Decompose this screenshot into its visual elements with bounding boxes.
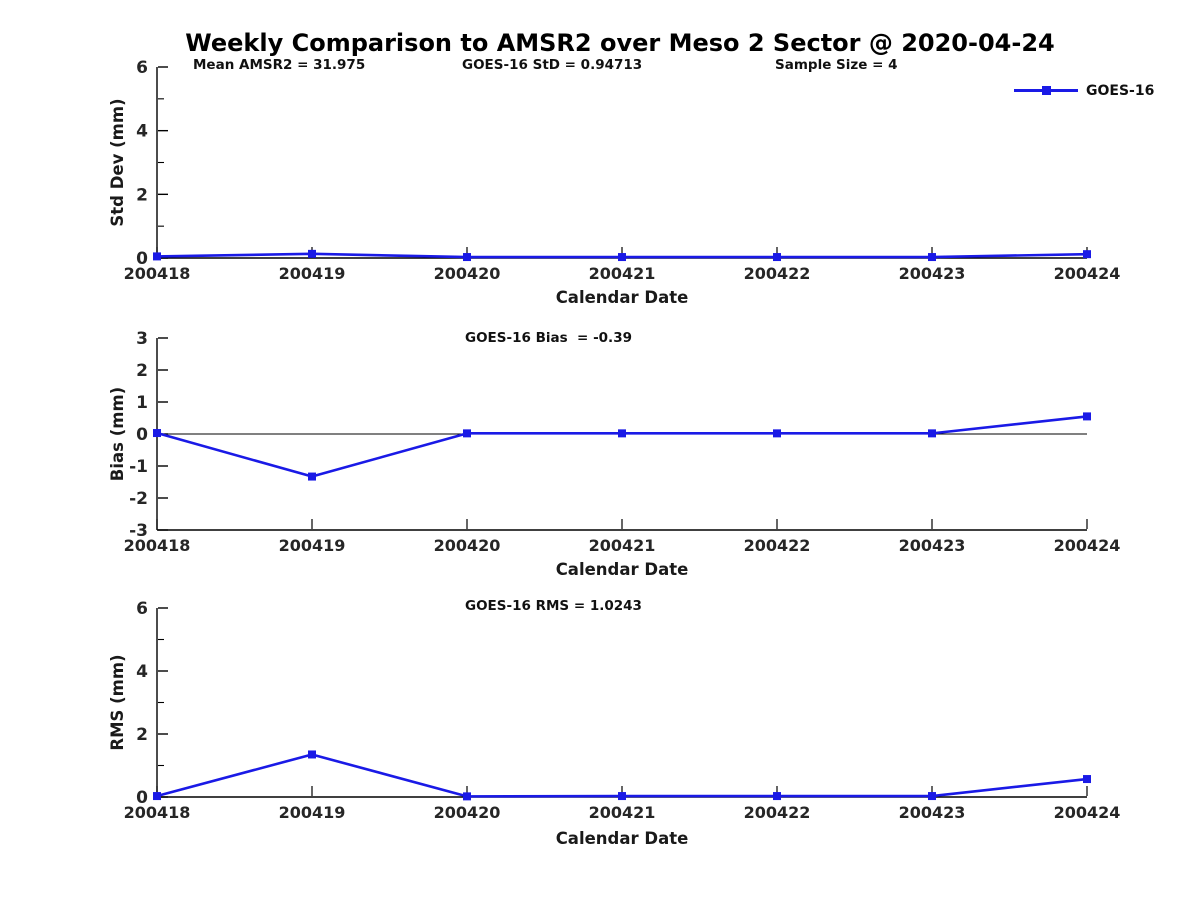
x-tick-label: 200419 [279,536,346,555]
stat-mean-amsr2: Mean AMSR2 = 31.975 [193,57,366,73]
x-tick-label: 200422 [744,264,811,283]
legend-square-marker-icon [1042,86,1051,95]
data-point-marker [1083,250,1091,259]
legend-line-sample [1014,86,1078,95]
x-tick-label: 200424 [1054,536,1121,555]
data-point-marker [928,429,936,438]
data-point-marker [773,253,781,262]
data-point-marker [618,253,626,262]
y-tick-label: -2 [129,489,148,509]
y-tick-label: 0 [136,249,148,269]
x-tick-label: 200419 [279,803,346,822]
y-tick-label: 2 [136,361,148,381]
x-tick-label: 200420 [434,264,501,283]
y-tick-label: 4 [136,122,148,142]
data-point-marker [618,792,626,801]
y-tick-label: 6 [136,599,148,619]
data-point-marker [308,472,316,481]
y-tick-label: 2 [136,725,148,745]
y-tick-label: 1 [136,393,148,413]
x-tick-label: 200424 [1054,803,1121,822]
y-axis-label: RMS (mm) [108,654,127,750]
series-line [155,415,1089,478]
y-axis-label: Bias (mm) [108,387,127,481]
x-tick-label: 200422 [744,536,811,555]
legend: GOES-16 [1014,82,1154,99]
data-point-marker [153,252,161,261]
x-tick-label: 200423 [899,803,966,822]
x-tick-label: 200418 [124,803,191,822]
x-tick-label: 200420 [434,803,501,822]
y-tick-label: 0 [136,788,148,808]
figure-title: Weekly Comparison to AMSR2 over Meso 2 S… [185,29,1055,57]
x-axis-label: Calendar Date [556,560,689,579]
y-tick-label: 0 [136,425,148,445]
data-point-marker [308,750,316,759]
bias-annotation: GOES-16 Bias = -0.39 [465,330,632,346]
stat-goes16-std: GOES-16 StD = 0.94713 [462,57,643,73]
data-point-marker [1083,412,1091,421]
data-point-marker [153,792,161,801]
x-tick-label: 200418 [124,264,191,283]
x-tick-label: 200421 [589,264,656,283]
y-tick-label: 3 [136,329,148,349]
x-axis-label: Calendar Date [556,288,689,307]
y-tick-label: -3 [129,521,148,541]
data-point-marker [928,792,936,801]
y-axis-label: Std Dev (mm) [108,98,127,226]
x-axis-label: Calendar Date [556,829,689,848]
legend-label: GOES-16 [1086,82,1155,99]
data-point-marker [618,429,626,438]
y-tick-label: 2 [136,185,148,205]
data-point-marker [153,429,161,438]
y-tick-label: 6 [136,58,148,78]
x-tick-label: 200418 [124,536,191,555]
x-tick-label: 200421 [589,536,656,555]
x-tick-label: 200423 [899,264,966,283]
data-point-marker [928,253,936,262]
data-point-marker [463,429,471,438]
x-tick-label: 200423 [899,536,966,555]
data-point-marker [463,792,471,801]
data-point-marker [773,792,781,801]
stat-sample-size: Sample Size = 4 [775,57,898,73]
rms-annotation: GOES-16 RMS = 1.0243 [465,598,642,614]
x-tick-label: 200422 [744,803,811,822]
x-tick-label: 200420 [434,536,501,555]
data-point-marker [1083,775,1091,784]
x-tick-label: 200419 [279,264,346,283]
y-tick-label: 4 [136,662,148,682]
data-point-marker [773,429,781,438]
y-tick-label: -1 [129,457,148,477]
x-tick-label: 200421 [589,803,656,822]
x-tick-label: 200424 [1054,264,1121,283]
data-point-marker [463,253,471,262]
data-point-marker [308,249,316,258]
